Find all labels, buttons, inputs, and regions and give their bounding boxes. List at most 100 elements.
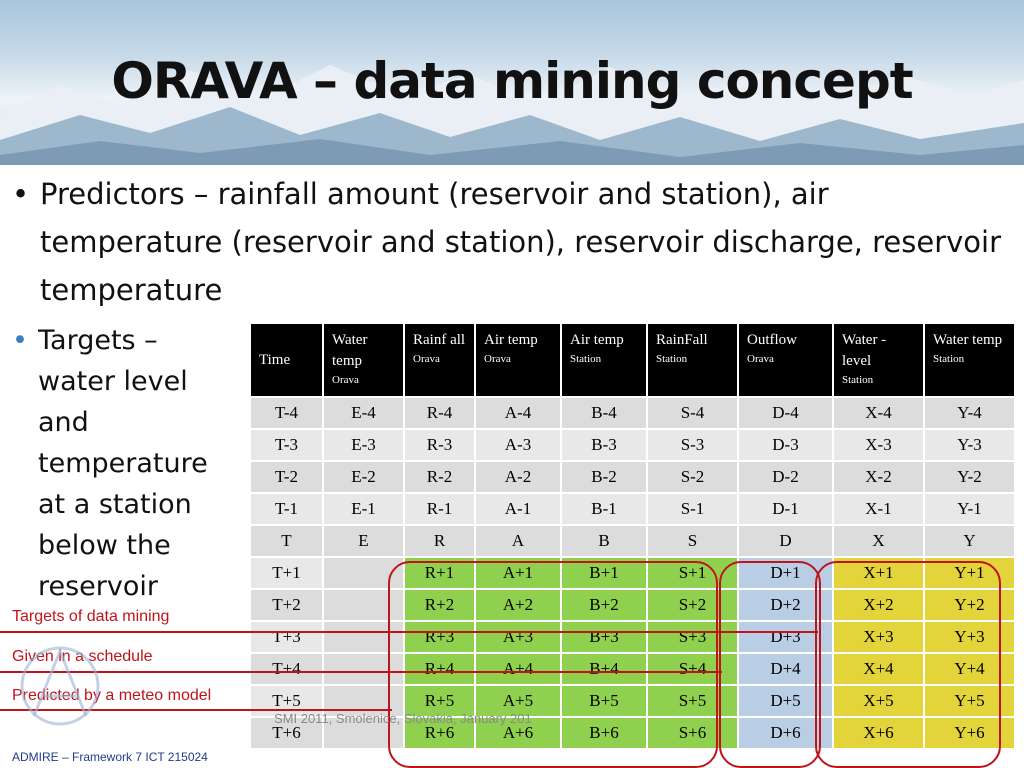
bullet-predictors-text: Predictors – rainfall amount (reservoir … (40, 177, 1002, 307)
table-cell: B+6 (560, 716, 648, 750)
table-cell: D-3 (737, 428, 834, 462)
data-table: Time Water temp Orava Rainf all Orava Air … (249, 322, 1016, 750)
table-cell: A-1 (474, 492, 562, 526)
table-cell: A+6 (474, 716, 562, 750)
table-cell (322, 652, 405, 686)
table-cell: Y-2 (923, 460, 1016, 494)
table-cell: A+5 (474, 684, 562, 718)
header-time: Time (249, 322, 324, 398)
table-cell: S+2 (646, 588, 739, 622)
table-cell: E (322, 524, 405, 558)
table-cell: A-3 (474, 428, 562, 462)
table-cell: T+2 (249, 588, 324, 622)
bullet-targets: • Targets – water level and temperature … (12, 320, 237, 607)
table-cell: D-2 (737, 460, 834, 494)
table-cell: Y-1 (923, 492, 1016, 526)
table-cell: T+4 (249, 652, 324, 686)
table-cell: X-4 (832, 396, 925, 430)
header-col: Water - level Station (832, 322, 925, 398)
table-cell: D+2 (737, 588, 834, 622)
connector-targets-line (0, 631, 818, 633)
table-row: T+3 R+3 A+3 B+3 S+3 D+3 X+3 Y+3 (249, 620, 1016, 654)
table-cell: X-1 (832, 492, 925, 526)
table-cell: Y-4 (923, 396, 1016, 430)
table-cell: B+5 (560, 684, 648, 718)
header-col: Rainf all Orava (403, 322, 476, 398)
connector-meteo-line (0, 709, 392, 711)
table-cell: T-3 (249, 428, 324, 462)
table-cell: X+6 (832, 716, 925, 750)
header-col: RainFall Station (646, 322, 739, 398)
table-cell: S-4 (646, 396, 739, 430)
header-banner (0, 0, 1024, 165)
table-cell: T-2 (249, 460, 324, 494)
table-cell: R+6 (403, 716, 476, 750)
table-cell: A-2 (474, 460, 562, 494)
label-targets-of-data-mining: Targets of data mining (12, 608, 170, 625)
table-cell: R (403, 524, 476, 558)
table-cell: B+2 (560, 588, 648, 622)
table-cell: B-1 (560, 492, 648, 526)
table-cell: B-3 (560, 428, 648, 462)
table-cell: S-1 (646, 492, 739, 526)
table-cell: X+2 (832, 588, 925, 622)
table-cell: A (474, 524, 562, 558)
table-cell: Y-3 (923, 428, 1016, 462)
table-cell: S+3 (646, 620, 739, 654)
table-header-row: Time Water temp Orava Rainf all Orava Air … (249, 322, 1016, 398)
table-cell: E-3 (322, 428, 405, 462)
table-cell: R-1 (403, 492, 476, 526)
table-cell: X (832, 524, 925, 558)
table-cell (322, 684, 405, 718)
table-cell: T+5 (249, 684, 324, 718)
table-cell: T (249, 524, 324, 558)
table-cell: S+6 (646, 716, 739, 750)
table-cell: X+5 (832, 684, 925, 718)
table-cell: S (646, 524, 739, 558)
header-col: Water temp Orava (322, 322, 405, 398)
table-cell: B-2 (560, 460, 648, 494)
table-cell: E-4 (322, 396, 405, 430)
label-predicted-by-meteo: Predicted by a meteo model (12, 687, 212, 704)
bullet-targets-text: Targets – water level and temperature at… (38, 325, 208, 602)
table-cell: R-4 (403, 396, 476, 430)
table-cell: X+4 (832, 652, 925, 686)
table-cell: R+2 (403, 588, 476, 622)
table-cell (322, 588, 405, 622)
table-cell: B+4 (560, 652, 648, 686)
table-cell: T+3 (249, 620, 324, 654)
table-cell: R+3 (403, 620, 476, 654)
table-cell (322, 716, 405, 750)
table-row: T+2 R+2 A+2 B+2 S+2 D+2 X+2 Y+2 (249, 588, 1016, 622)
table-cell: B (560, 524, 648, 558)
table-cell: X-2 (832, 460, 925, 494)
admire-logo (20, 646, 100, 726)
table-cell: D+5 (737, 684, 834, 718)
table-cell: X+3 (832, 620, 925, 654)
table-cell: E-1 (322, 492, 405, 526)
table-row: T-4 E-4 R-4 A-4 B-4 S-4 D-4 X-4 Y-4 (249, 396, 1016, 430)
connector-schedule-line (0, 671, 722, 673)
slide-title: ORAVA – data mining concept (111, 52, 913, 110)
bullet-icon: • (12, 177, 30, 211)
header-col: Air temp Station (560, 322, 648, 398)
table-cell: T-1 (249, 492, 324, 526)
table-row: T-1 E-1 R-1 A-1 B-1 S-1 D-1 X-1 Y-1 (249, 492, 1016, 526)
table-cell: R-2 (403, 460, 476, 494)
table-cell: D+4 (737, 652, 834, 686)
table-cell: R+5 (403, 684, 476, 718)
table-cell: S+5 (646, 684, 739, 718)
table-row: T-3 E-3 R-3 A-3 B-3 S-3 D-3 X-3 Y-3 (249, 428, 1016, 462)
table-cell: E-2 (322, 460, 405, 494)
table-cell: Y (923, 524, 1016, 558)
footer-conference: SMI 2011, Smolenice, Slovakia, January 2… (274, 711, 532, 726)
table-cell: B+3 (560, 620, 648, 654)
table-cell: S+4 (646, 652, 739, 686)
table-cell: R+4 (403, 652, 476, 686)
table-cell: S-3 (646, 428, 739, 462)
table-cell: A+3 (474, 620, 562, 654)
table-cell (322, 556, 405, 590)
header-col: Outflow Orava (737, 322, 834, 398)
header-col: Air temp Orava (474, 322, 562, 398)
